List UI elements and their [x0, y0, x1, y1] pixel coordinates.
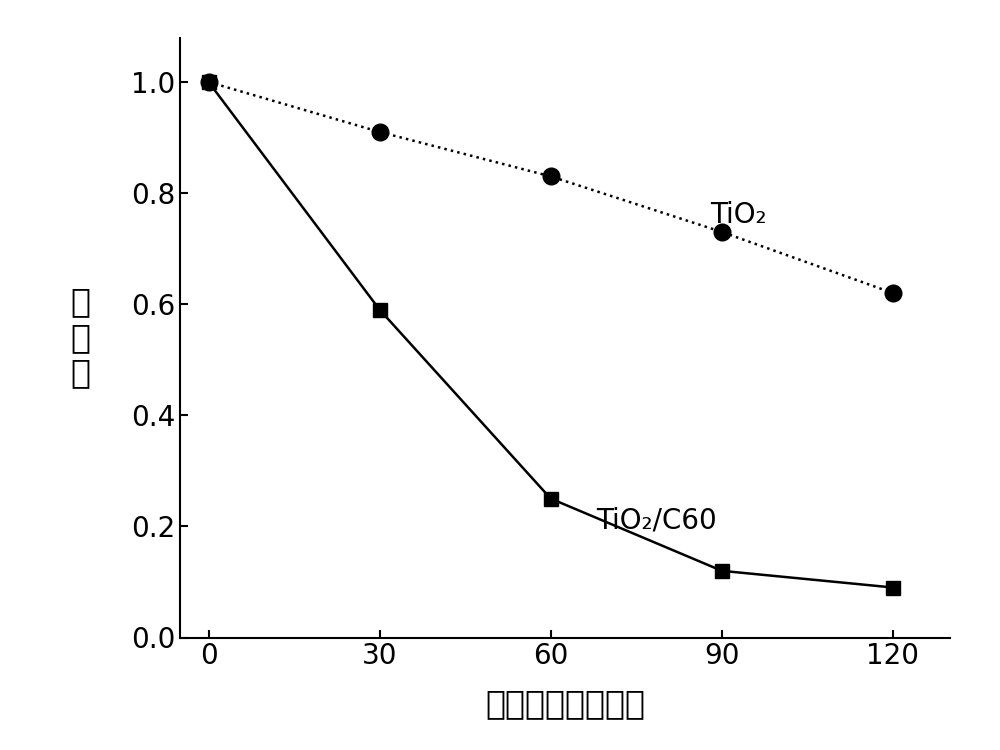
Text: TiO₂: TiO₂ [710, 201, 767, 229]
X-axis label: 光照时间（分钟）: 光照时间（分钟） [485, 687, 645, 720]
Text: 降
解
率: 降 解 率 [70, 286, 90, 389]
Text: TiO₂/C60: TiO₂/C60 [596, 507, 717, 535]
